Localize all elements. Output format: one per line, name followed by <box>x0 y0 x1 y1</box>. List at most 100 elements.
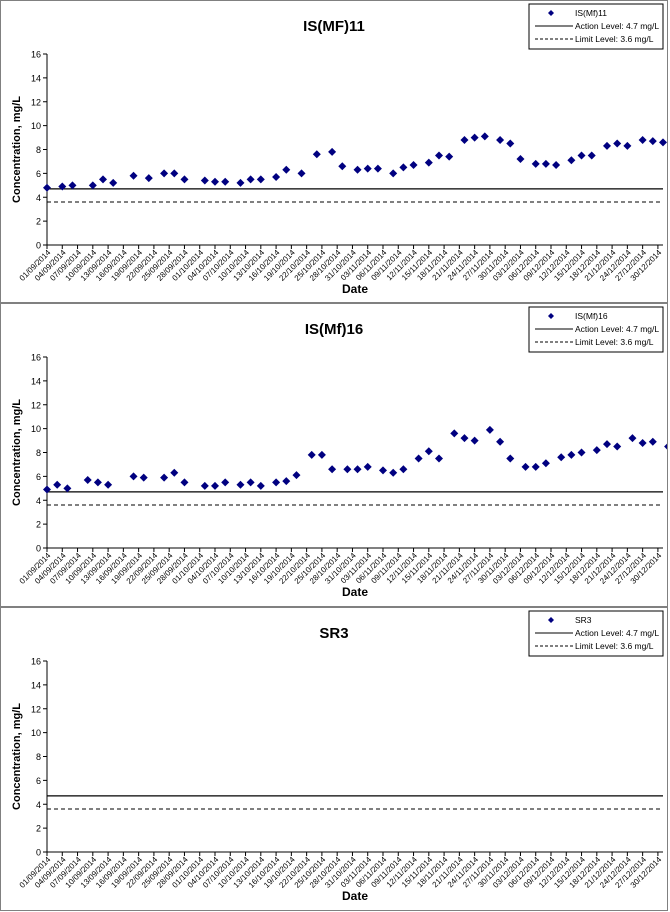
chart-panel-2: IS(Mf)16 Concentration, mg/L 0 2 4 6 8 10 12 14 16… <box>0 303 668 607</box>
y-tick-label: 12 <box>31 400 41 410</box>
data-point <box>399 163 408 172</box>
data-point <box>399 465 408 474</box>
data-point <box>211 481 219 490</box>
data-point <box>43 183 51 192</box>
y-tick-label: 0 <box>36 544 41 554</box>
y-tick-label: 4 <box>36 800 41 810</box>
y-tick-label: 14 <box>31 376 41 386</box>
y-tick-label: 4 <box>36 496 41 506</box>
data-point <box>409 161 418 170</box>
data-point <box>435 151 443 160</box>
data-point <box>170 468 179 477</box>
y-tick-label: 16 <box>31 353 41 363</box>
data-point <box>373 164 382 173</box>
data-point <box>236 480 245 489</box>
data-point <box>328 147 337 156</box>
data-point <box>353 165 362 174</box>
data-point <box>521 462 530 471</box>
data-point <box>99 175 107 184</box>
legend-label-series: IS(Mf)11 <box>575 8 607 18</box>
data-point <box>317 450 326 459</box>
data-point <box>531 462 540 471</box>
y-axis-label: Concentration, mg/L <box>11 703 23 810</box>
data-point <box>104 480 113 489</box>
data-point <box>58 182 67 191</box>
y-tick-label: 14 <box>31 73 41 83</box>
data-point <box>470 436 479 445</box>
y-tick-label: 8 <box>36 145 41 155</box>
data-point <box>450 429 459 438</box>
data-point <box>577 448 586 457</box>
data-point <box>328 465 337 474</box>
data-point <box>160 473 169 482</box>
data-point <box>567 450 576 459</box>
chart-2-svg: IS(Mf)16 Concentration, mg/L 0 2 4 6 8 10 12 14 16… <box>11 306 667 599</box>
data-point <box>211 177 219 186</box>
chart-title: IS(Mf)16 <box>305 321 363 338</box>
data-point <box>363 462 372 471</box>
data-point <box>638 438 647 447</box>
data-point <box>460 135 469 144</box>
data-point <box>541 459 550 468</box>
y-tick-label: 12 <box>31 704 41 714</box>
data-point <box>200 481 209 490</box>
y-tick-label: 12 <box>31 97 41 107</box>
data-point <box>68 181 77 190</box>
legend-label-series: IS(Mf)16 <box>575 311 608 321</box>
x-axis-label: Date <box>342 585 368 599</box>
data-point <box>63 484 72 493</box>
data-point <box>638 135 647 144</box>
data-point <box>628 434 637 443</box>
data-point <box>129 472 138 481</box>
data-point <box>516 155 525 164</box>
data-point <box>623 141 632 150</box>
y-tick-label: 8 <box>36 752 41 762</box>
legend-marker-diamond <box>548 313 554 319</box>
data-point <box>557 453 566 462</box>
y-tick-label: 0 <box>36 848 41 858</box>
data-point <box>43 485 51 494</box>
data-point <box>379 466 387 475</box>
legend-label-limit: Limit Level: 3.6 mg/L <box>575 337 654 347</box>
y-tick-label: 16 <box>31 50 41 60</box>
data-point <box>506 139 515 148</box>
x-axis-label: Date <box>342 282 368 296</box>
y-tick-label: 0 <box>36 241 41 251</box>
data-point <box>592 446 601 455</box>
data-point <box>282 477 291 486</box>
data-point <box>541 159 550 168</box>
data-point <box>480 132 489 141</box>
data-point <box>531 159 540 168</box>
data-point <box>160 169 169 178</box>
data-point <box>246 175 255 184</box>
data-point <box>139 473 148 482</box>
data-point <box>83 475 92 484</box>
data-point <box>613 442 622 451</box>
data-point <box>292 471 301 480</box>
data-point <box>648 437 657 446</box>
data-point <box>129 171 138 180</box>
data-point <box>664 443 667 450</box>
legend-label-action: Action Level: 4.7 mg/L <box>575 21 659 31</box>
y-tick-label: 14 <box>31 680 41 690</box>
y-tick-label: 6 <box>36 776 41 786</box>
legend-label-limit: Limit Level: 3.6 mg/L <box>575 34 654 44</box>
data-point <box>552 161 561 170</box>
y-axis-label: Concentration, mg/L <box>11 96 23 203</box>
data-point <box>180 175 189 184</box>
chart-title: SR3 <box>319 625 348 642</box>
data-point <box>424 158 433 167</box>
chart-title: IS(MF)11 <box>303 18 365 35</box>
data-point <box>613 139 622 148</box>
data-point <box>272 172 281 181</box>
data-point <box>307 450 316 459</box>
data-point <box>312 150 321 159</box>
data-point <box>485 425 494 434</box>
y-axis-label: Concentration, mg/L <box>11 399 23 506</box>
data-point <box>506 454 515 463</box>
y-tick-label: 6 <box>36 472 41 482</box>
chart-1-svg: IS(MF)11 Concentration, mg/L 0 2 4 6 8 10 12 14 16… <box>11 3 667 296</box>
data-point <box>414 454 423 463</box>
data-point <box>256 175 265 184</box>
chart-panel-1: IS(MF)11 Concentration, mg/L 0 2 4 6 8 10 12 14 16… <box>0 0 668 303</box>
